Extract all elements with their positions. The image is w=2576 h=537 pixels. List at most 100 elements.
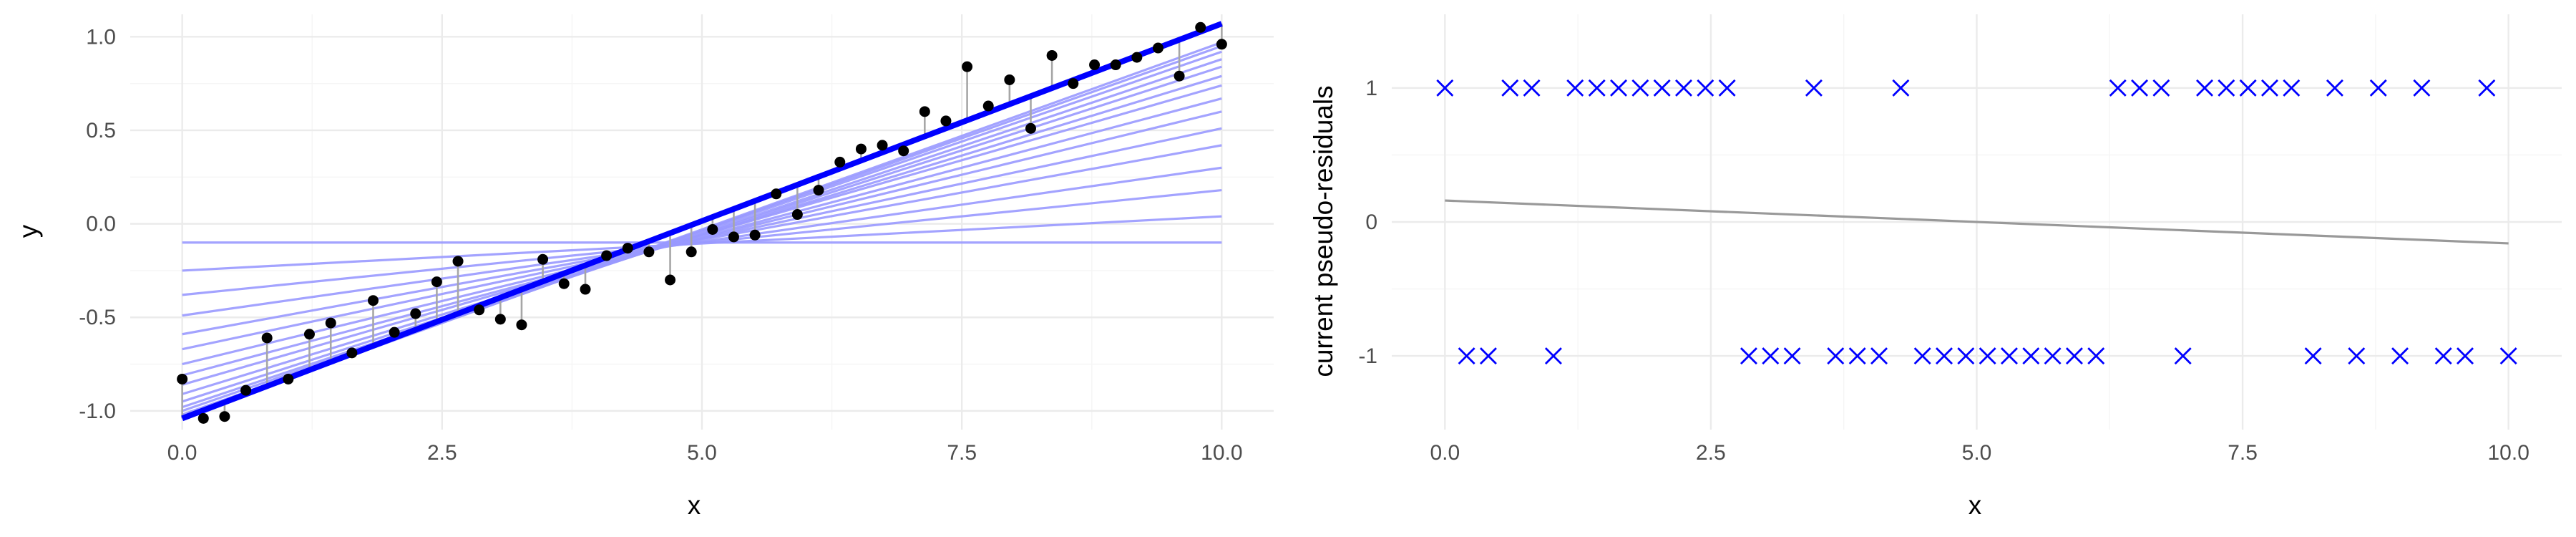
residual-cross-marker [1827,347,1845,365]
fit-panel-y-tick-label: 0.5 [86,119,116,142]
data-point [813,185,824,196]
data-point [474,304,485,316]
fit-panel-x-tick-label: 10.0 [1201,441,1242,465]
residual-cross-marker [1697,79,1714,97]
residual-cross-marker [2087,347,2105,365]
residual-panel-x-tick-label: 2.5 [1696,441,1726,465]
residual-cross-marker [1588,79,1606,97]
fit-panel-y-tick-label: 0.0 [86,213,116,236]
residual-panel-points [1436,79,2517,365]
residual-cross-marker [1740,347,1757,365]
fit-panel-x-tick-labels: 0.0 2.5 5.0 7.5 10.0 [167,441,1243,465]
data-point [982,100,994,112]
residual-cross-marker [1783,347,1801,365]
residual-cross-marker [2283,79,2301,97]
residual-panel-y-tick-label: 1 [1365,77,1377,100]
residual-panel-y-axis-title: current pseudo-residuals [1309,85,1338,377]
data-point [452,256,464,267]
residual-panel-y-tick-label: 0 [1365,211,1377,234]
data-point [707,223,718,235]
data-point [261,332,273,344]
residual-cross-marker [1436,79,1454,97]
data-point [283,373,294,384]
data-point [749,229,761,241]
residual-panel-x-tick-label: 0.0 [1430,441,1460,465]
data-point [368,295,379,306]
residual-cross-marker [2196,79,2214,97]
fit-panel-y-tick-label: 1.0 [86,25,116,49]
data-point [898,145,909,157]
residual-cross-marker [1957,347,1975,365]
data-point [1004,74,1015,85]
residual-cross-marker [2413,79,2431,97]
fit-panel-grid [130,14,1274,430]
residual-cross-marker [1566,79,1584,97]
data-point [643,246,655,258]
residual-cross-marker [1479,347,1497,365]
residual-cross-marker [1544,347,1562,365]
fit-panel-y-tick-label: -1.0 [79,400,116,423]
data-point [197,412,209,424]
residual-cross-marker [2348,347,2366,365]
residual-panel-y-tick-labels: -1 0 1 [1358,77,1377,368]
residual-cross-marker [2174,347,2192,365]
data-point [791,209,803,221]
residual-panel-x-axis-title: x [1968,490,1982,520]
data-point [834,156,846,168]
residual-panel-smoother [1445,199,2509,245]
residual-cross-marker [2131,79,2149,97]
fit-panel-y-tick-labels: -1.0 -0.5 0.0 0.5 1.0 [79,25,116,423]
residual-cross-marker [1870,347,1888,365]
data-point [240,384,252,396]
residual-panel-y-tick-label: -1 [1358,344,1377,368]
data-point [771,188,782,200]
residual-cross-marker [1762,347,1780,365]
residual-panel-x-tick-label: 7.5 [2228,441,2258,465]
data-point [1025,122,1036,134]
residual-cross-marker [2261,79,2278,97]
fit-panel-y-axis-title: y [14,224,43,238]
residual-cross-marker [2044,347,2062,365]
data-point [962,61,973,72]
residual-cross-marker [1458,347,1475,365]
data-point [686,246,697,258]
residual-cross-marker [1913,347,1931,365]
data-point [346,347,358,359]
residual-cross-marker [1848,347,1866,365]
residual-cross-marker [2434,347,2452,365]
residual-cross-marker [2478,79,2496,97]
data-point [325,317,336,329]
residual-cross-marker [2457,347,2474,365]
residual-cross-marker [2391,347,2409,365]
data-point [431,276,442,288]
data-point [1216,39,1227,50]
data-point [1068,78,1079,90]
residual-cross-marker [1892,79,1910,97]
residual-cross-marker [1610,79,1628,97]
smoother-line [1445,199,2509,245]
data-point [622,243,633,254]
residual-cross-marker [1501,79,1519,97]
data-point [1195,21,1206,33]
residual-cross-marker [2304,347,2322,365]
residual-panel: 0.0 2.5 5.0 7.5 10.0 -1 0 1 x current pseudo-r… [1309,14,2562,520]
data-point [516,319,527,331]
fit-panel-x-tick-label: 0.0 [167,441,197,465]
residual-cross-marker [1675,79,1692,97]
data-point [389,326,400,338]
data-point [558,278,570,289]
residual-panel-x-tick-label: 5.0 [1962,441,1992,465]
data-point [537,253,549,265]
residual-cross-marker [2499,347,2517,365]
data-point [1110,59,1121,71]
data-point [1174,70,1185,82]
data-point [601,250,613,261]
fit-panel-x-tick-label: 7.5 [947,441,977,465]
data-point [1152,42,1163,54]
data-point [177,373,188,384]
residual-cross-marker [2000,347,2018,365]
data-point [877,140,888,151]
residual-panel-grid [1392,14,2562,430]
residual-cross-marker [1653,79,1671,97]
